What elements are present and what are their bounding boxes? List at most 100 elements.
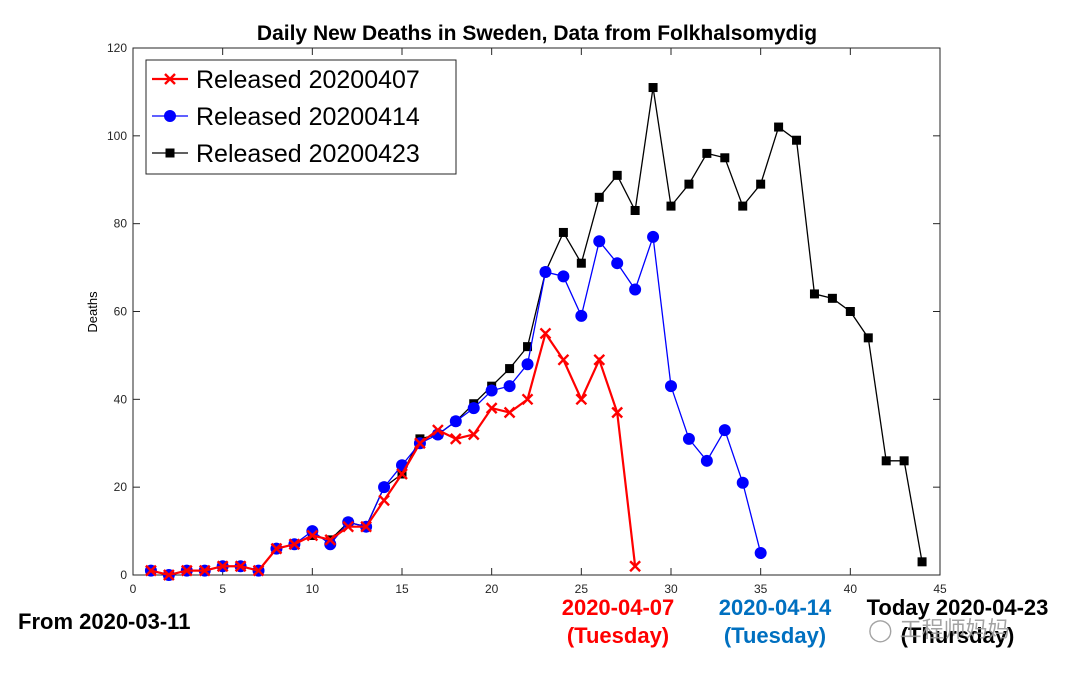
legend-marker — [164, 73, 176, 85]
data-point — [252, 564, 265, 577]
data-point — [198, 564, 211, 577]
data-point — [648, 83, 658, 93]
data-point — [396, 468, 408, 480]
legend-label: Released 20200407 — [196, 66, 420, 94]
y-axis-label: Deaths — [85, 291, 100, 333]
data-point — [432, 424, 444, 436]
data-point — [360, 520, 372, 533]
legend-label: Released 20200423 — [196, 140, 420, 168]
data-point — [718, 424, 731, 437]
data-point — [700, 454, 713, 467]
x-tick-label: 20 — [485, 582, 499, 596]
y-tick-label: 80 — [114, 217, 128, 231]
data-point — [521, 358, 534, 371]
data-point — [145, 564, 157, 577]
data-point — [575, 309, 588, 322]
data-point — [539, 327, 552, 340]
release1-day: (Tuesday) — [566, 622, 670, 648]
data-point — [505, 364, 515, 374]
release2-note: 2020-04-14 (Tuesday) — [700, 594, 850, 649]
chart-title: Daily New Deaths in Sweden, Data from Fo… — [257, 22, 817, 45]
data-point — [539, 265, 552, 278]
data-point — [720, 153, 730, 163]
start-date-note: From 2020-03-11 — [18, 609, 191, 634]
data-point — [558, 227, 568, 237]
x-tick-label: 0 — [130, 582, 137, 596]
data-point — [612, 170, 622, 180]
data-point — [611, 406, 624, 419]
data-point — [593, 353, 606, 366]
series-line — [150, 330, 637, 577]
data-point — [342, 520, 355, 533]
data-point — [647, 230, 660, 243]
data-point — [575, 393, 588, 406]
data-point — [306, 529, 319, 542]
data-point — [288, 538, 301, 551]
y-tick-label: 120 — [107, 41, 127, 55]
data-point — [449, 433, 462, 445]
data-point — [503, 380, 516, 393]
data-point — [736, 476, 749, 489]
data-point — [503, 406, 516, 419]
data-point — [557, 270, 570, 283]
series-2 — [144, 230, 767, 581]
y-tick-label: 0 — [120, 568, 127, 582]
data-point — [754, 547, 767, 560]
legend-label: Released 20200414 — [196, 103, 420, 131]
series-1 — [145, 327, 641, 581]
x-tick-label: 30 — [664, 582, 678, 596]
legend-item-2: Released 20200414 — [152, 103, 420, 131]
data-point — [774, 122, 784, 132]
data-point — [917, 557, 927, 567]
data-point — [881, 456, 891, 466]
data-point — [180, 564, 193, 577]
data-point — [467, 402, 480, 415]
data-point — [684, 179, 694, 189]
data-point — [809, 289, 819, 299]
data-point — [629, 560, 641, 573]
data-point — [557, 353, 570, 366]
data-point — [630, 205, 640, 215]
x-tick-label: 10 — [306, 582, 320, 596]
legend-item-3: Released 20200423 — [152, 140, 420, 168]
data-point — [611, 257, 624, 270]
data-point — [827, 293, 837, 303]
data-point — [485, 402, 498, 414]
y-tick-label: 40 — [114, 392, 128, 406]
today-note: Today 2020-04-23 (Thursday) — [850, 594, 1065, 649]
x-tick-label: 15 — [395, 582, 409, 596]
legend-box — [145, 59, 457, 175]
x-tick-label: 25 — [575, 582, 589, 596]
data-point — [324, 534, 337, 546]
data-point — [738, 201, 748, 211]
data-point — [216, 560, 229, 573]
data-point — [594, 192, 604, 202]
data-point — [234, 560, 247, 573]
x-tick-label: 5 — [219, 582, 226, 596]
data-point — [521, 393, 534, 406]
data-point — [270, 542, 283, 555]
data-point — [682, 432, 695, 445]
y-tick-label: 100 — [107, 129, 127, 143]
watermark: ◯ 工程师妈妈 — [868, 612, 1010, 644]
x-tick-label: 40 — [844, 582, 858, 596]
series-layer — [144, 83, 927, 581]
data-point — [449, 415, 462, 428]
data-point — [665, 380, 677, 393]
y-tick-label: 20 — [114, 480, 128, 494]
data-point — [523, 342, 533, 352]
legend-marker — [164, 110, 176, 122]
data-point — [899, 456, 909, 466]
data-point — [467, 428, 480, 441]
legend-marker — [165, 148, 175, 158]
data-point — [576, 258, 586, 268]
data-point — [845, 307, 855, 316]
x-tick-label: 45 — [933, 582, 947, 596]
data-point — [792, 135, 802, 145]
data-point — [863, 333, 873, 343]
data-point — [629, 283, 642, 296]
data-point — [756, 179, 766, 189]
today-date: Today 2020-04-23 — [866, 595, 1049, 620]
data-point — [593, 235, 606, 248]
